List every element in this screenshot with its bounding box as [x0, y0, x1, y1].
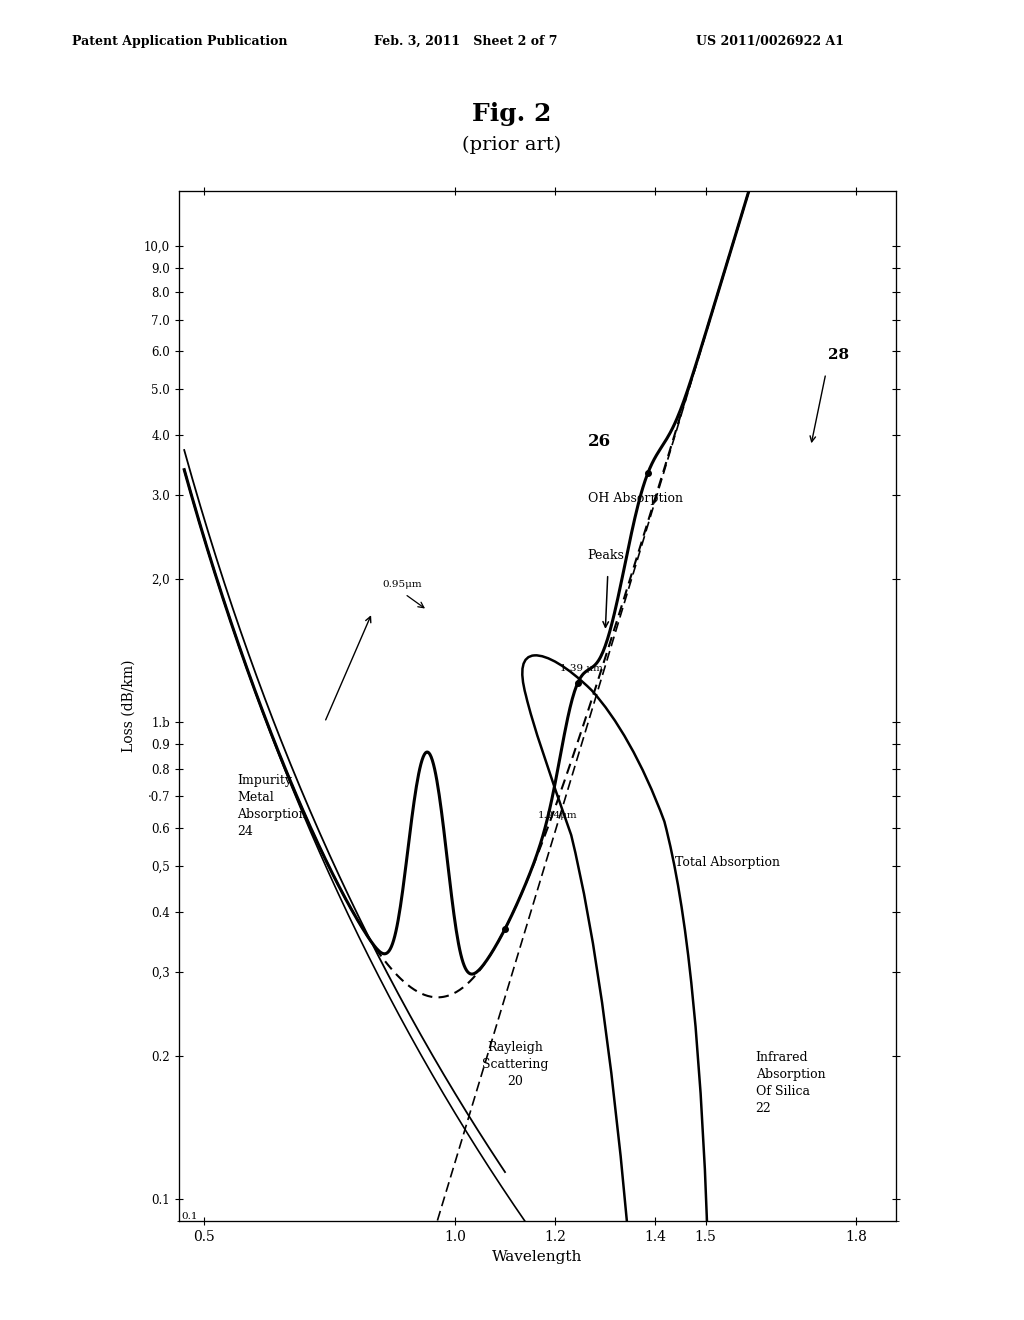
Text: 1.24μm: 1.24μm: [538, 810, 578, 820]
Text: 28: 28: [828, 347, 850, 362]
Text: Feb. 3, 2011   Sheet 2 of 7: Feb. 3, 2011 Sheet 2 of 7: [374, 34, 557, 48]
Text: Rayleigh
Scattering
20: Rayleigh Scattering 20: [482, 1040, 548, 1088]
Text: 26: 26: [588, 433, 611, 450]
Text: 1.39 μm: 1.39 μm: [560, 664, 603, 673]
Text: (prior art): (prior art): [463, 136, 561, 154]
Text: Total Absorption: Total Absorption: [676, 855, 780, 869]
Text: 0.95μm: 0.95μm: [382, 581, 422, 590]
Text: US 2011/0026922 A1: US 2011/0026922 A1: [696, 34, 845, 48]
Text: Peaks: Peaks: [588, 549, 625, 562]
Text: Fig. 2: Fig. 2: [472, 103, 552, 127]
Text: Patent Application Publication: Patent Application Publication: [72, 34, 287, 48]
Text: 0.1: 0.1: [181, 1212, 199, 1221]
X-axis label: Wavelength: Wavelength: [493, 1250, 583, 1263]
Text: Impurity
Metal
Absorption
24: Impurity Metal Absorption 24: [237, 774, 306, 838]
Text: Infrared
Absorption
Of Silica
22: Infrared Absorption Of Silica 22: [756, 1051, 825, 1114]
Text: OH Absorption: OH Absorption: [588, 492, 683, 506]
Y-axis label: Loss (dB/km): Loss (dB/km): [122, 660, 136, 752]
